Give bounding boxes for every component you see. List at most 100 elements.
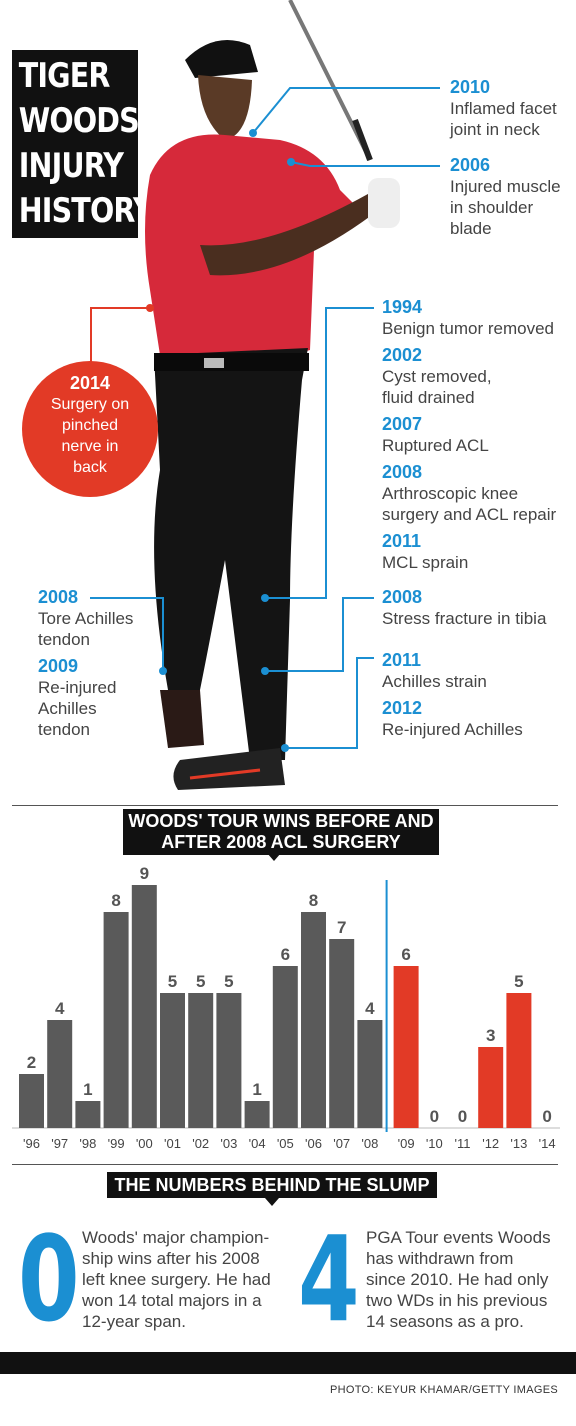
injury-desc: pinched [61, 417, 119, 434]
title-line: WOODS' [18, 101, 148, 141]
injury-2008-tibia: 2008 Stress fracture in tibia [382, 587, 546, 629]
chart-bar [357, 1020, 383, 1128]
injury-year: 2011 [382, 650, 422, 670]
injury-desc: Achilles strain [382, 672, 487, 691]
chart-data-label: 5 [196, 972, 205, 991]
injury-year: 2010 [450, 77, 491, 97]
chart-data-label: 2 [27, 1053, 36, 1072]
chart-bar [47, 1020, 73, 1128]
chart-tick-label: '13 [510, 1136, 527, 1151]
injury-desc: tendon [38, 720, 90, 739]
chart-bar [75, 1101, 101, 1128]
chart-bar [160, 993, 185, 1128]
injury-desc: fluid drained [382, 388, 475, 407]
chart-tick-label: '05 [277, 1136, 294, 1151]
title-line: TIGER [18, 56, 111, 96]
injury-2006-shoulder: 2006 Injured muscle in shoulder blade [450, 155, 561, 239]
chart-data-label: 4 [365, 999, 375, 1018]
stat-line: 14 seasons as a pro. [366, 1312, 524, 1331]
injury-year: 2006 [450, 155, 491, 175]
injury-desc: Benign tumor removed [382, 319, 554, 338]
injury-desc: in shoulder [450, 198, 534, 217]
divider [12, 805, 558, 806]
injury-desc: Stress fracture in tibia [382, 609, 547, 628]
chart-tick-label: '03 [220, 1136, 237, 1151]
stat-line: won 14 total majors in a [82, 1291, 262, 1310]
injury-desc: nerve in [61, 438, 119, 455]
chart-bar [244, 1101, 270, 1128]
stat-line: left knee surgery. He had [82, 1270, 271, 1289]
injury-2010-neck: 2010 Inflamed facet joint in neck [450, 77, 557, 140]
chart-data-label: 4 [55, 999, 65, 1018]
chart-bar [19, 1074, 44, 1128]
chart-tick-label: '01 [164, 1136, 181, 1151]
chart-data-label: 0 [458, 1107, 467, 1126]
stat-line: ship wins after his 2008 [82, 1249, 260, 1268]
chart-bar [329, 939, 355, 1128]
chart-bar [216, 993, 242, 1128]
injury-year: 2012 [382, 698, 423, 718]
chart-heading-line: AFTER 2008 ACL SURGERY [161, 832, 401, 852]
chart-tick-label: '12 [482, 1136, 499, 1151]
chart-tick-label: '10 [426, 1136, 443, 1151]
chart-tick-label: '00 [136, 1136, 153, 1151]
injury-desc: blade [450, 219, 492, 238]
injury-desc: Achilles [38, 699, 97, 718]
injury-desc: joint in neck [450, 120, 540, 139]
chart-heading-arrow [267, 853, 281, 861]
title-line: HISTORY [18, 191, 154, 231]
chart-tick-label: '14 [539, 1136, 556, 1151]
injury-year: 2008 [38, 587, 79, 607]
page-title: TIGER WOODS' INJURY HISTORY [12, 50, 154, 238]
injury-desc: Surgery on [50, 396, 130, 413]
injury-year: 2009 [38, 656, 79, 676]
chart-data-label: 8 [309, 891, 318, 910]
stat-number: 0 [18, 1210, 80, 1348]
injury-desc: Re-injured Achilles [382, 720, 523, 739]
chart-data-label: 9 [140, 864, 149, 883]
chart-tick-label: '06 [305, 1136, 322, 1151]
injury-year: 2014 [69, 373, 111, 393]
chart-bar [393, 966, 419, 1128]
divider [12, 1164, 558, 1165]
chart-data-label: 7 [337, 918, 346, 937]
injury-desc: Inflamed facet [450, 99, 557, 118]
injury-desc: Ruptured ACL [382, 436, 489, 455]
back-surgery-badge: 2014 Surgery on pinched nerve in back [22, 361, 158, 497]
chart-data-label: 0 [542, 1107, 551, 1126]
stat-line: two WDs in his previous [366, 1291, 548, 1310]
chart-tick-label: '07 [333, 1136, 350, 1151]
chart-tick-label: '08 [361, 1136, 378, 1151]
injury-desc: Injured muscle [450, 177, 561, 196]
injury-desc: Cyst removed, [382, 367, 492, 386]
injury-desc: Re-injured [38, 678, 117, 697]
chart-data-label: 1 [83, 1080, 92, 1099]
stat-number: 4 [298, 1210, 360, 1348]
injury-year: 2007 [382, 414, 423, 434]
injury-knee-list: 1994 Benign tumor removed 2002 Cyst remo… [382, 297, 556, 573]
chart-data-label: 5 [168, 972, 177, 991]
injury-desc: Arthroscopic knee [382, 484, 519, 503]
injury-year: 2008 [382, 587, 423, 607]
chart-data-label: 6 [281, 945, 290, 964]
title-line: INJURY [18, 146, 124, 186]
chart-data-label: 8 [111, 891, 120, 910]
slump-heading: THE NUMBERS BEHIND THE SLUMP [107, 1172, 437, 1198]
footer-bar [0, 1352, 576, 1374]
injury-desc: tendon [38, 630, 90, 649]
chart-tick-label: '09 [398, 1136, 415, 1151]
tour-wins-chart: 2 '96 4 '97 1 '98 8 '99 9 '00 5 '01 5 '02 5 '03 1 '04 6 '05… [12, 864, 560, 1151]
chart-tick-label: '98 [79, 1136, 96, 1151]
chart-tick-label: '99 [108, 1136, 125, 1151]
chart-bar [131, 885, 157, 1128]
injury-desc: back [73, 459, 107, 476]
chart-data-label: 6 [401, 945, 410, 964]
chart-bar [272, 966, 298, 1128]
chart-tick-label: '04 [249, 1136, 266, 1151]
chart-bar [301, 912, 326, 1128]
stat-text: Woods' major champion- ship wins after h… [82, 1227, 287, 1332]
chart-bar [478, 1047, 504, 1128]
chart-heading-line: WOODS' TOUR WINS BEFORE AND [128, 811, 434, 831]
chart-bar [188, 993, 214, 1128]
stat-text: PGA Tour events Woods has withdrawn from… [366, 1227, 571, 1332]
